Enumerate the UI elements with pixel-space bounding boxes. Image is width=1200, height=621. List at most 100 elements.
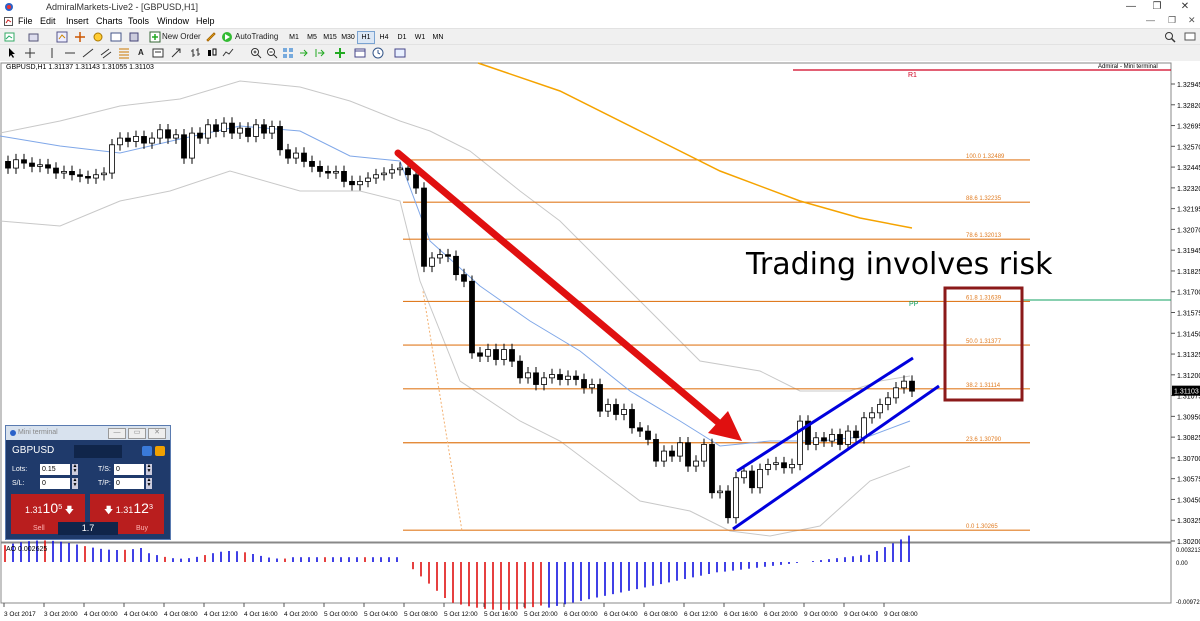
price-chart[interactable]: 100.0 1.32489 88.6 1.32235 78.6 1.32013 61.… <box>0 61 1200 621</box>
metaeditor-icon[interactable] <box>205 31 217 43</box>
sl-stepper[interactable]: ▲ ▼ <box>72 477 78 489</box>
buy-button[interactable]: 🡇 1.31123 Buy <box>90 494 164 534</box>
text-tool-icon[interactable]: A <box>138 48 144 57</box>
chart-window[interactable] <box>0 61 1200 621</box>
text-label-icon[interactable] <box>152 47 164 59</box>
terminal-icon[interactable] <box>110 31 122 43</box>
sl-input[interactable]: 0 <box>40 478 70 489</box>
bollinger-lower <box>0 170 911 537</box>
menu-tools[interactable]: Tools <box>128 16 150 26</box>
candle-body <box>501 349 507 360</box>
candle-body <box>373 174 379 179</box>
channel-icon[interactable] <box>100 47 112 59</box>
timeframe-mn[interactable]: MN <box>432 34 444 41</box>
new-order-button[interactable]: New Order <box>162 32 201 41</box>
vertical-line-icon[interactable] <box>46 47 58 59</box>
time-tick-label: 4 Oct 12:00 <box>204 611 238 618</box>
minimize-button[interactable]: — <box>1126 1 1136 12</box>
candlestick-icon[interactable] <box>206 47 218 59</box>
timeframe-h4[interactable]: H4 <box>379 34 389 41</box>
search-icon[interactable] <box>1164 31 1176 43</box>
mini-symbol[interactable]: GBPUSD <box>12 445 55 456</box>
candle-body <box>397 167 403 171</box>
timeframe-m30[interactable]: M30 <box>341 34 355 41</box>
clock-icon[interactable] <box>372 47 384 59</box>
time-tick-label: 6 Oct 12:00 <box>684 611 718 618</box>
mini-terminal-restore[interactable]: ▭ <box>128 428 146 439</box>
sell-button[interactable]: 1.31105 🡇 Sell <box>11 494 85 534</box>
bar-chart-icon[interactable] <box>190 47 202 59</box>
mini-terminal-titlebar[interactable]: Mini terminal — ▭ ✕ <box>6 426 170 440</box>
mini-terminal-close[interactable]: ✕ <box>148 428 166 439</box>
time-tick-label: 4 Oct 04:00 <box>124 611 158 618</box>
cursor-icon[interactable] <box>6 47 18 59</box>
arrows-icon[interactable] <box>170 47 182 59</box>
new-chart-icon[interactable] <box>4 31 16 43</box>
menu-insert[interactable]: Insert <box>66 16 89 26</box>
profiles-icon[interactable] <box>28 31 40 43</box>
doc-close-button[interactable]: ✕ <box>1188 15 1196 25</box>
autotrading-button[interactable]: AutoTrading <box>235 32 279 41</box>
timeframe-d1[interactable]: D1 <box>397 34 407 41</box>
new-order-icon <box>149 31 161 43</box>
timeframe-m5[interactable]: M5 <box>307 34 317 41</box>
trendline-icon[interactable] <box>82 47 94 59</box>
periodicity-icon[interactable] <box>354 47 366 59</box>
maximize-button[interactable]: ❐ <box>1152 1 1162 12</box>
timeframe-m1[interactable]: M1 <box>289 34 299 41</box>
time-tick-label: 5 Oct 12:00 <box>444 611 478 618</box>
candle-body <box>349 180 355 186</box>
timeframe-h1[interactable]: H1 <box>357 31 375 44</box>
lots-input[interactable]: 0.15 <box>40 464 70 475</box>
volume-field[interactable]: 1.7 <box>58 522 118 535</box>
fibonacci-icon[interactable] <box>118 47 130 59</box>
doc-restore-button[interactable]: ❐ <box>1168 15 1177 25</box>
lots-stepper[interactable]: ▲ ▼ <box>72 463 78 475</box>
buy-price: 🡇 1.31123 <box>104 500 153 519</box>
settings-icon[interactable] <box>142 446 152 456</box>
tp-input[interactable]: 0 <box>114 478 144 489</box>
ts-stepper[interactable]: ▲ ▼ <box>146 463 152 475</box>
line-chart-icon[interactable] <box>222 47 234 59</box>
strategy-tester-icon[interactable] <box>128 31 140 43</box>
sell-price: 1.31105 🡇 <box>25 500 74 519</box>
menu-file[interactable]: File <box>18 16 33 26</box>
mini-symbol-field[interactable] <box>74 445 122 458</box>
chat-icon[interactable] <box>1184 31 1196 43</box>
market-watch-icon[interactable] <box>56 31 68 43</box>
candle-body <box>541 377 547 385</box>
mini-terminal[interactable]: Mini terminal — ▭ ✕ GBPUSD Lots: 0.15 ▲ ▼… <box>5 425 171 540</box>
info-icon[interactable] <box>155 446 165 456</box>
close-button[interactable]: ✕ <box>1180 1 1190 12</box>
ao-axis-label: -0.009721 <box>1176 600 1200 606</box>
menu-window[interactable]: Window <box>157 16 190 26</box>
chart-shift-icon[interactable] <box>314 47 326 59</box>
candle-body <box>837 434 843 445</box>
data-window-icon[interactable] <box>74 31 86 43</box>
drawn-objects[interactable] <box>394 69 1171 531</box>
zoom-in-icon[interactable] <box>250 47 262 59</box>
timeframe-w1[interactable]: W1 <box>414 34 426 41</box>
fibonacci-retracement[interactable]: 100.0 1.32489 88.6 1.32235 78.6 1.32013 61.… <box>403 154 1030 532</box>
candle-body <box>13 159 19 169</box>
mini-terminal-minimize[interactable]: — <box>108 428 126 439</box>
crosshair-icon[interactable] <box>24 47 36 59</box>
moving-averages <box>0 62 913 447</box>
menu-help[interactable]: Help <box>196 16 215 26</box>
templates-icon[interactable] <box>394 47 406 59</box>
fib-level-label: 38.2 1.31114 <box>966 383 1001 389</box>
menu-charts[interactable]: Charts <box>96 16 123 26</box>
time-tick-label: 5 Oct 08:00 <box>404 611 438 618</box>
navigator-icon[interactable] <box>92 31 104 43</box>
timeframe-m15[interactable]: M15 <box>323 34 337 41</box>
autoscroll-icon[interactable] <box>298 47 310 59</box>
zoom-out-icon[interactable] <box>266 47 278 59</box>
candle-body <box>149 137 155 144</box>
doc-minimize-button[interactable]: — <box>1146 15 1155 25</box>
horizontal-line-icon[interactable] <box>64 47 76 59</box>
menu-edit[interactable]: Edit <box>40 16 56 26</box>
indicators-icon[interactable] <box>334 47 346 59</box>
ts-input[interactable]: 0 <box>114 464 144 475</box>
tile-windows-icon[interactable] <box>282 47 294 59</box>
tp-stepper[interactable]: ▲ ▼ <box>146 477 152 489</box>
